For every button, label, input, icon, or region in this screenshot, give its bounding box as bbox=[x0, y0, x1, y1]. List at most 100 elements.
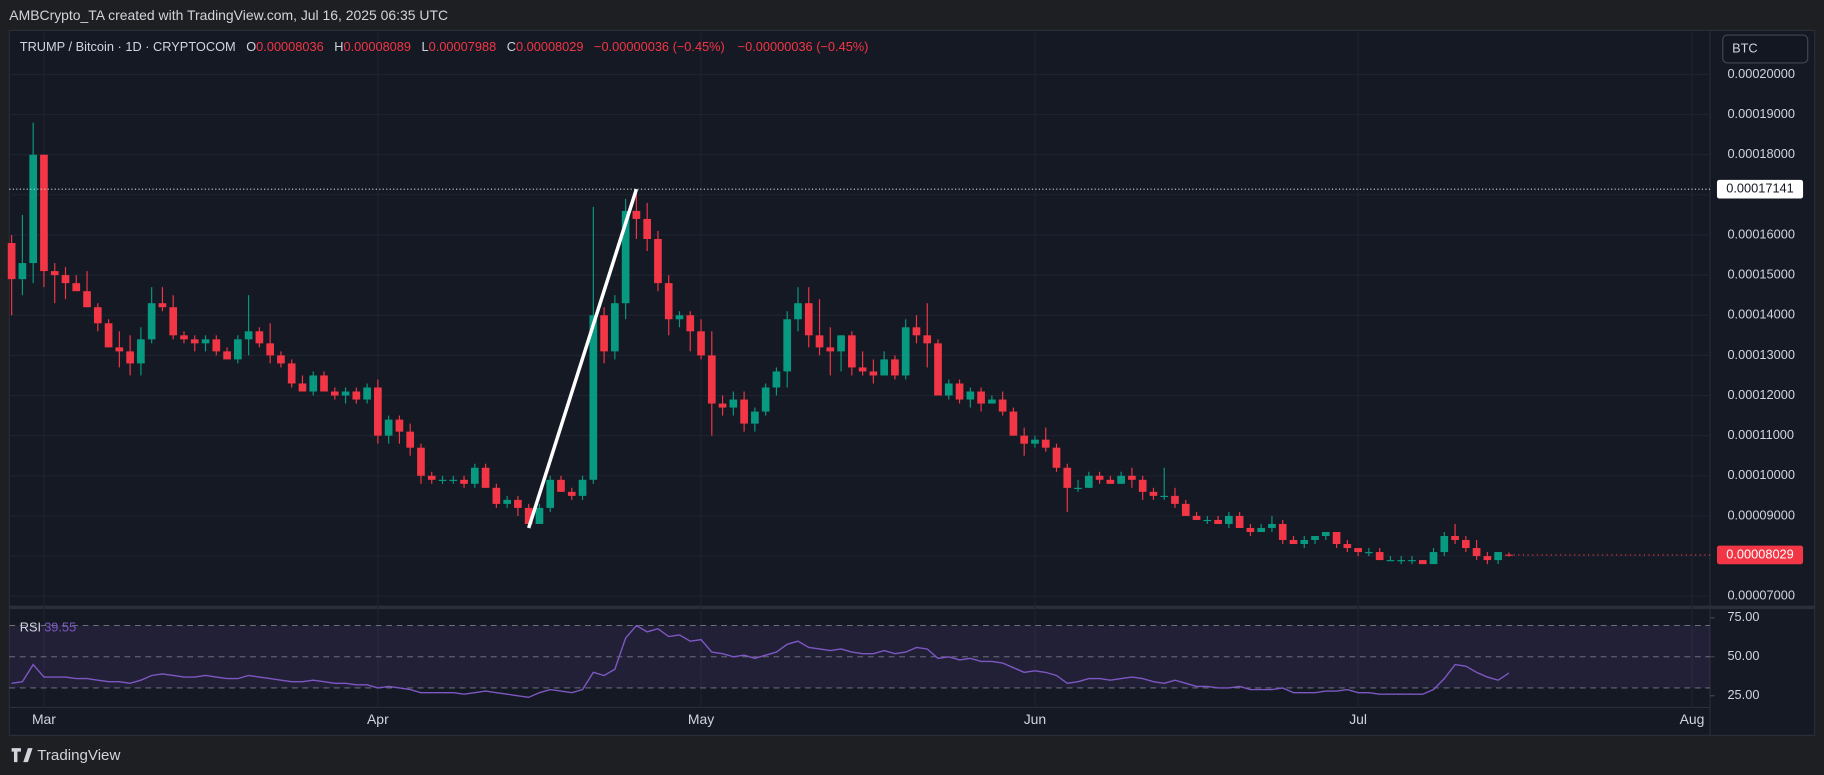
x-tick-label: Jul bbox=[1349, 711, 1367, 727]
candle-body bbox=[190, 339, 199, 344]
candle-body bbox=[137, 339, 145, 364]
candle-body bbox=[1483, 556, 1492, 561]
candle-body bbox=[266, 343, 274, 356]
candle-body bbox=[503, 499, 511, 504]
candle-body bbox=[923, 335, 932, 344]
grid: 0.000200000.000190000.000180000.00017000… bbox=[9, 32, 1795, 727]
candle-body bbox=[1375, 552, 1384, 561]
candle-body bbox=[643, 218, 652, 239]
candle-body bbox=[1181, 503, 1190, 516]
candle-body bbox=[632, 210, 641, 219]
candle-body bbox=[858, 367, 867, 372]
candle-body bbox=[535, 507, 544, 524]
y-tick-label: 0.00013000 bbox=[1727, 347, 1795, 362]
candle-body bbox=[363, 387, 371, 400]
candle-body bbox=[18, 263, 27, 280]
candle-body bbox=[61, 275, 70, 284]
candle-body bbox=[1332, 531, 1341, 545]
currency-button[interactable] bbox=[1722, 34, 1809, 64]
candle-body bbox=[352, 391, 361, 400]
candle-body bbox=[374, 387, 382, 436]
candle-body bbox=[998, 399, 1007, 412]
rsi-tick-label: 75.00 bbox=[1727, 609, 1759, 624]
candle-body bbox=[1063, 467, 1072, 488]
candle-body bbox=[1009, 411, 1018, 436]
logo bbox=[11, 748, 33, 763]
candle-body bbox=[1321, 531, 1330, 536]
y-tick-label: 0.00016000 bbox=[1727, 226, 1795, 241]
candle-body bbox=[761, 387, 770, 412]
candle-body bbox=[1031, 439, 1039, 444]
candle-body bbox=[686, 315, 695, 332]
candle-body bbox=[1289, 540, 1298, 545]
last-price-label: 0.00008029 bbox=[1726, 546, 1794, 561]
candle-body bbox=[514, 499, 522, 508]
candle-body bbox=[223, 351, 231, 360]
y-tick-label: 0.00007000 bbox=[1727, 588, 1795, 603]
currency[interactable]: BTC bbox=[1732, 40, 1758, 55]
candle-body bbox=[966, 391, 975, 400]
candle-body bbox=[955, 383, 964, 400]
candle-body bbox=[1494, 552, 1502, 561]
candle-body bbox=[697, 331, 705, 356]
candle-body bbox=[578, 479, 587, 496]
candle-body bbox=[104, 323, 113, 348]
legend-h-label: H bbox=[334, 39, 343, 54]
legend-h: 0.00008089 bbox=[343, 39, 411, 54]
candle-body bbox=[72, 283, 81, 292]
candle-body bbox=[406, 431, 415, 448]
y-tick-label: 0.00019000 bbox=[1727, 106, 1795, 121]
candle-body bbox=[1408, 560, 1416, 562]
rsi-tick-label: 25.00 bbox=[1727, 687, 1759, 702]
x-tick-label: Aug bbox=[1680, 711, 1705, 727]
candle-body bbox=[794, 303, 802, 320]
header: AMBCrypto_TA created with TradingView.co… bbox=[9, 7, 448, 23]
candle-body bbox=[1397, 560, 1406, 562]
candle-body bbox=[675, 315, 684, 320]
candle-body bbox=[837, 335, 845, 352]
candle-body bbox=[1084, 475, 1093, 488]
candle-body bbox=[481, 467, 490, 488]
legend-o-label: O bbox=[246, 39, 256, 54]
candle-body bbox=[1472, 548, 1481, 557]
candle-body bbox=[804, 303, 813, 336]
y-tick-label: 0.00009000 bbox=[1727, 507, 1795, 522]
candle-body bbox=[29, 154, 38, 264]
candle-body bbox=[395, 419, 404, 432]
rsi-name: RSI bbox=[20, 620, 41, 635]
candle-body bbox=[621, 210, 630, 304]
candle-body bbox=[492, 487, 501, 504]
candle-body bbox=[826, 347, 835, 352]
candle-body bbox=[201, 339, 210, 344]
y-tick-label: 0.00012000 bbox=[1727, 387, 1795, 402]
candle-body bbox=[524, 507, 533, 524]
y-tick-label: 0.00018000 bbox=[1727, 146, 1795, 161]
candle-body bbox=[1311, 535, 1319, 541]
candle-body bbox=[40, 154, 48, 272]
candle-body bbox=[126, 351, 134, 364]
candle-body bbox=[557, 479, 565, 492]
candle-body bbox=[320, 375, 328, 392]
candle-body bbox=[1052, 447, 1061, 468]
candle-body bbox=[1246, 527, 1255, 532]
y-tick-label: 0.00010000 bbox=[1727, 467, 1795, 482]
candle-body bbox=[1365, 552, 1373, 554]
legend-l-label: L bbox=[422, 39, 429, 54]
hline-label-bg bbox=[1716, 179, 1804, 199]
candle-body bbox=[147, 303, 156, 340]
candle-body bbox=[589, 315, 598, 480]
candle-body bbox=[1160, 495, 1169, 498]
legend: TRUMP / Bitcoin · 1D · CRYPTOCOM O0.0000… bbox=[20, 39, 869, 54]
candle-body bbox=[449, 479, 458, 481]
candle-body bbox=[417, 447, 425, 476]
candle-body bbox=[330, 391, 339, 396]
candle-body bbox=[83, 291, 91, 308]
rsi-value: 39.55 bbox=[44, 620, 76, 635]
y-tick-label: 0.00011000 bbox=[1727, 427, 1794, 442]
candle-body bbox=[729, 399, 738, 408]
candle-body bbox=[1095, 475, 1104, 480]
hline-label: 0.00017141 bbox=[1726, 181, 1794, 196]
candle-body bbox=[1451, 535, 1459, 541]
candle-body bbox=[654, 238, 662, 284]
